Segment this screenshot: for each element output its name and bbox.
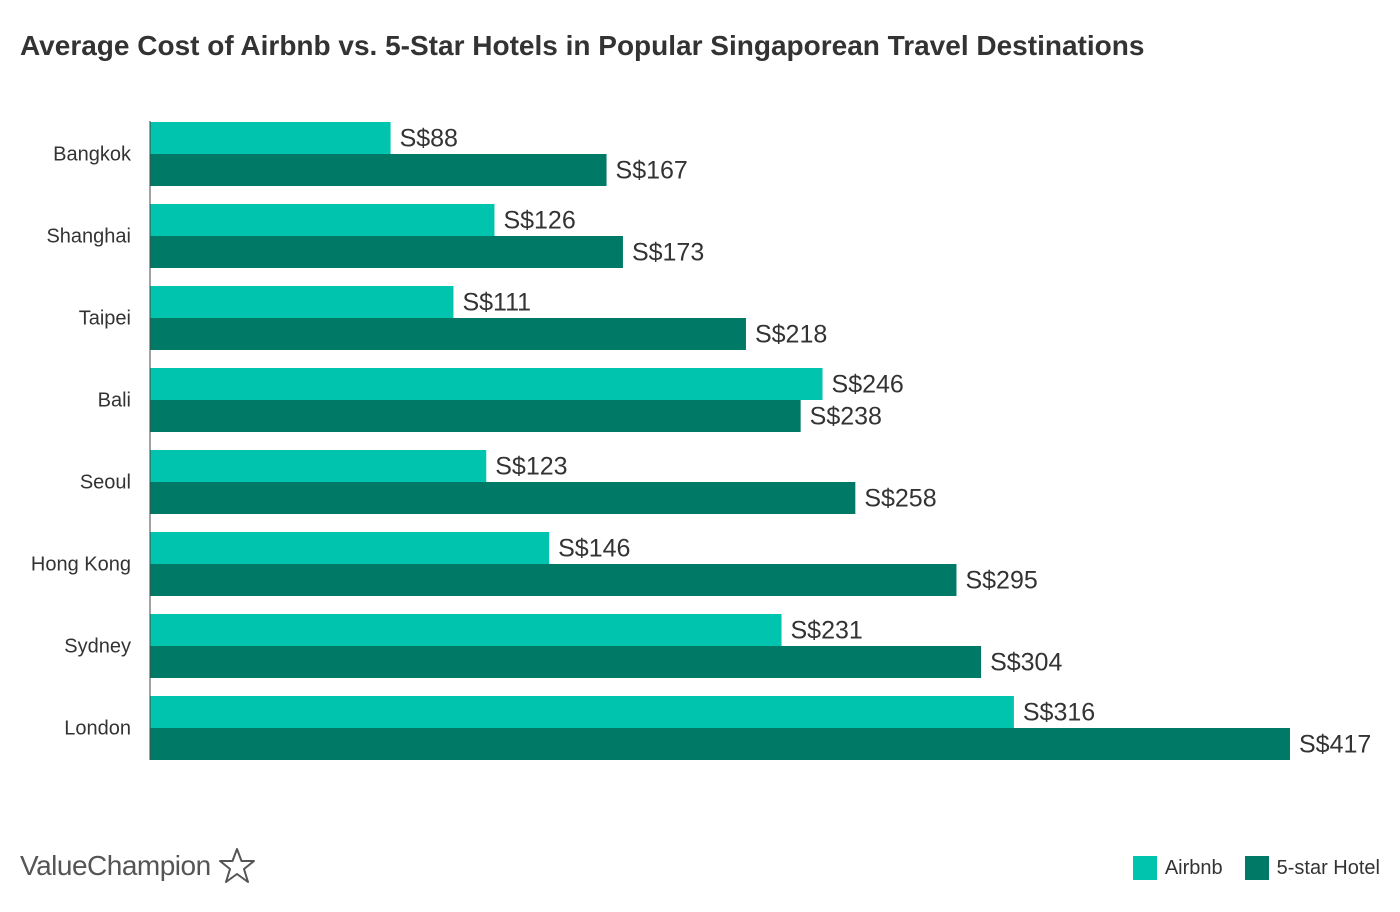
value-label-5-star-hotel-sydney: S$304	[990, 649, 1062, 677]
category-label-london: London	[64, 717, 131, 739]
bar-5-star-hotel-hong-kong	[150, 564, 957, 596]
bars-layer	[150, 122, 1290, 760]
value-label-5-star-hotel-shanghai: S$173	[632, 239, 704, 267]
chart-title: Average Cost of Airbnb vs. 5-Star Hotels…	[20, 30, 1145, 61]
category-label-bali: Bali	[98, 389, 131, 411]
category-label-taipei: Taipei	[79, 307, 131, 329]
bar-5-star-hotel-bali	[150, 400, 801, 432]
value-label-airbnb-shanghai: S$126	[503, 207, 575, 235]
legend-item-airbnb: Airbnb	[1132, 856, 1223, 880]
bar-airbnb-london	[150, 696, 1014, 728]
bar-airbnb-bali	[150, 368, 823, 400]
bar-5-star-hotel-seoul	[150, 482, 856, 514]
legend: Airbnb 5-star Hotel	[1132, 856, 1380, 880]
category-label-shanghai: Shanghai	[46, 225, 131, 247]
legend-item-5-star-hotel: 5-star Hotel	[1244, 856, 1380, 880]
value-label-airbnb-bangkok: S$88	[400, 125, 458, 153]
bar-airbnb-taipei	[150, 286, 454, 318]
bar-5-star-hotel-sydney	[150, 646, 982, 678]
bar-5-star-hotel-taipei	[150, 318, 746, 350]
value-label-5-star-hotel-bali: S$238	[810, 403, 882, 431]
category-label-bangkok: Bangkok	[53, 143, 132, 165]
value-label-5-star-hotel-taipei: S$218	[755, 321, 827, 349]
brand-logo: ValueChampion	[20, 846, 257, 886]
bar-airbnb-hong-kong	[150, 532, 550, 564]
value-label-airbnb-seoul: S$123	[495, 453, 567, 481]
legend-label-5-star-hotel: 5-star Hotel	[1276, 856, 1380, 879]
category-label-seoul: Seoul	[80, 471, 131, 493]
bar-airbnb-bangkok	[150, 122, 391, 154]
legend-swatch-airbnb	[1132, 856, 1157, 880]
bar-airbnb-seoul	[150, 450, 487, 482]
legend-label-airbnb: Airbnb	[1164, 856, 1223, 879]
labels-layer: Bangkok S$88 S$167 Shanghai S$126 S$173 Taipei…	[31, 125, 1371, 759]
category-label-hong-kong: Hong Kong	[31, 553, 131, 575]
bar-5-star-hotel-bangkok	[150, 154, 607, 186]
value-label-airbnb-sydney: S$231	[791, 617, 863, 645]
value-label-airbnb-taipei: S$111	[462, 289, 531, 317]
value-label-5-star-hotel-hong-kong: S$295	[965, 567, 1037, 595]
star-outline-icon	[218, 848, 255, 883]
value-label-airbnb-hong-kong: S$146	[558, 535, 630, 563]
value-label-airbnb-bali: S$246	[832, 371, 904, 399]
category-label-sydney: Sydney	[64, 635, 131, 657]
legend-swatch-5-star-hotel	[1244, 856, 1269, 880]
bar-5-star-hotel-london	[150, 728, 1290, 760]
value-label-5-star-hotel-london: S$417	[1299, 731, 1371, 759]
brand-name: ValueChampion	[20, 850, 211, 881]
value-label-5-star-hotel-bangkok: S$167	[616, 157, 688, 185]
bar-airbnb-sydney	[150, 614, 782, 646]
bar-airbnb-shanghai	[150, 204, 495, 236]
value-label-5-star-hotel-seoul: S$258	[864, 485, 936, 513]
bar-5-star-hotel-shanghai	[150, 236, 623, 268]
value-label-airbnb-london: S$316	[1023, 699, 1095, 727]
